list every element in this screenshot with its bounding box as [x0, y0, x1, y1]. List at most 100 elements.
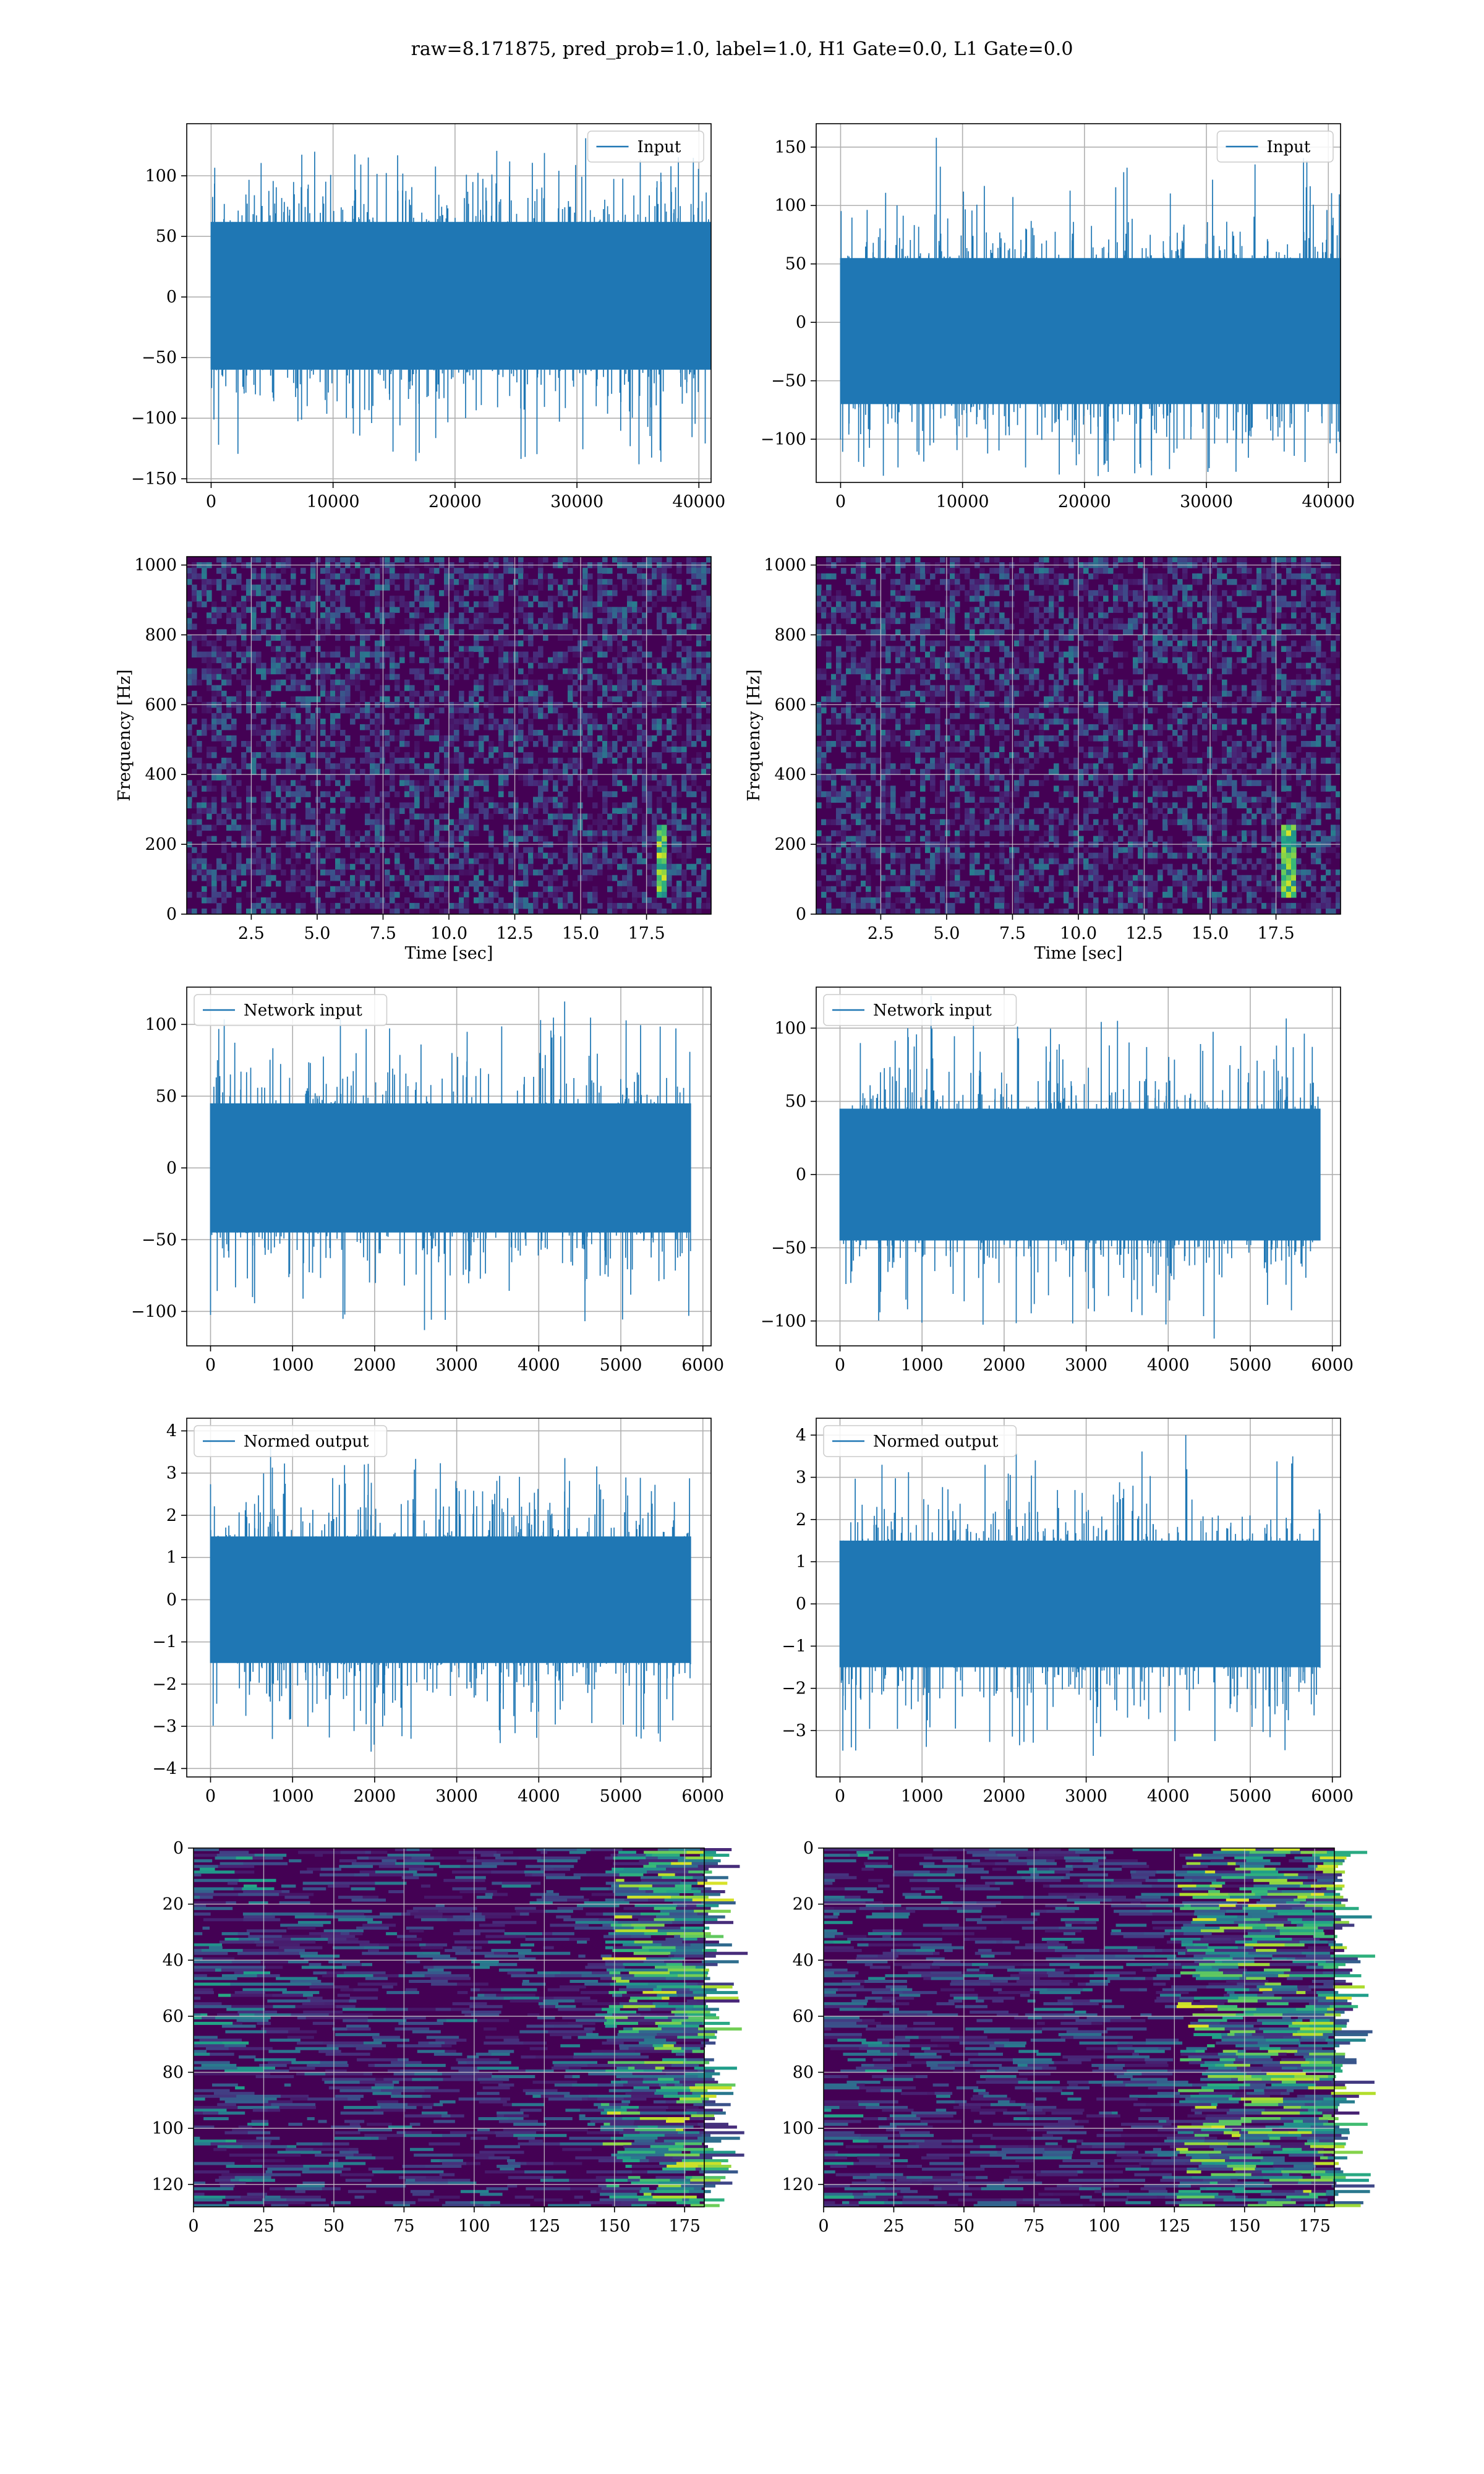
spectrogram-cell: [414, 668, 420, 675]
spectrogram-cell: [449, 836, 454, 842]
spectrogram-cell: [935, 690, 940, 697]
spectrogram-cell: [404, 836, 410, 842]
spectrogram-cell: [573, 763, 578, 769]
spectrogram-cell: [890, 875, 896, 881]
spectrogram-cell: [657, 690, 662, 697]
spectrogram-cell: [528, 668, 534, 675]
spectrogram-cell: [632, 897, 638, 904]
spectrogram-cell: [390, 662, 395, 669]
spectrogram-cell: [691, 774, 697, 781]
spectrogram-cell: [207, 836, 212, 842]
spectrogram-cell: [286, 674, 291, 680]
spectrogram-cell: [370, 780, 375, 786]
spectrogram-cell: [454, 780, 459, 786]
spectrogram-cell: [686, 696, 692, 703]
spectrogram-cell: [979, 607, 985, 613]
spectrogram-cell: [821, 612, 827, 618]
spectrogram-cell: [434, 735, 440, 742]
spectrogram-cell: [597, 813, 603, 820]
spectrogram-cell: [276, 657, 281, 664]
spectrogram-cell: [696, 696, 702, 703]
spectrogram-cell: [301, 724, 306, 730]
spectrogram-cell: [582, 858, 588, 865]
spectrogram-cell: [686, 847, 692, 854]
spectrogram-cell: [256, 886, 262, 892]
spectrogram-cell: [380, 607, 385, 613]
spectrogram-cell: [444, 696, 450, 703]
spectrogram-cell: [696, 897, 702, 904]
spectrogram-cell: [488, 836, 494, 842]
spectrogram-cell: [974, 713, 980, 719]
spectrogram-cell: [989, 824, 995, 831]
spectrogram-cell: [271, 780, 276, 786]
spectrogram-cell: [622, 629, 628, 635]
spectrogram-cell: [846, 836, 851, 842]
spectrogram-cell: [211, 696, 217, 703]
spectrogram-cell: [271, 735, 276, 742]
spectrogram-cell: [449, 830, 454, 837]
spectrogram-cell: [498, 858, 504, 865]
spectrogram-cell: [657, 836, 662, 842]
spectrogram-cell: [325, 707, 331, 714]
spectrogram-cell: [444, 573, 450, 580]
spectrogram-cell: [449, 579, 454, 585]
spectrogram-cell: [192, 813, 197, 820]
spectrogram-cell: [940, 690, 945, 697]
spectrogram-cell: [493, 640, 499, 647]
spectrogram-cell: [394, 909, 400, 915]
spectrogram-cell: [841, 607, 846, 613]
spectrogram-cell: [701, 880, 707, 887]
spectrogram-cell: [518, 668, 524, 675]
spectrogram-cell: [385, 601, 390, 607]
spectrogram-cell: [955, 852, 960, 859]
spectrogram-cell: [207, 875, 212, 881]
spectrogram-cell: [686, 568, 692, 574]
spectrogram-cell: [900, 880, 906, 887]
spectrogram-cell: [999, 685, 1005, 691]
spectrogram-cell: [706, 836, 712, 842]
spectrogram-cell: [672, 785, 677, 792]
spectrogram-cell: [518, 690, 524, 697]
spectrogram-cell: [291, 685, 296, 691]
spectrogram-cell: [261, 601, 267, 607]
spectrogram-cell: [647, 573, 652, 580]
spectrogram-cell: [841, 747, 846, 753]
spectrogram-cell: [474, 579, 479, 585]
spectrogram-cell: [821, 668, 827, 675]
spectrogram-cell: [207, 579, 212, 585]
spectrogram-cell: [523, 713, 529, 719]
spectrogram-cell: [960, 886, 965, 892]
spectrogram-cell: [994, 685, 1000, 691]
spectrogram-cell: [211, 718, 217, 725]
spectrogram-cell: [706, 596, 712, 602]
spectrogram-cell: [686, 897, 692, 904]
spectrogram-cell: [469, 696, 474, 703]
spectrogram-cell: [617, 847, 623, 854]
spectrogram-cell: [226, 747, 232, 753]
spectrogram-cell: [900, 763, 906, 769]
spectrogram-cell: [380, 612, 385, 618]
spectrogram-cell: [965, 808, 970, 814]
spectrogram-cell: [424, 909, 430, 915]
spectrogram-cell: [607, 568, 613, 574]
spectrogram-cell: [994, 902, 1000, 909]
spectrogram-cell: [330, 573, 336, 580]
spectrogram-cell: [994, 640, 1000, 647]
spectrogram-cell: [226, 618, 232, 624]
spectrogram-cell: [523, 902, 529, 909]
spectrogram-cell: [885, 651, 891, 658]
spectrogram-cell: [503, 640, 509, 647]
spectrogram-cell: [226, 657, 232, 664]
spectrogram-cell: [256, 863, 262, 870]
spectrogram-cell: [955, 696, 960, 703]
spectrogram-cell: [202, 651, 207, 658]
spectrogram-cell: [221, 880, 227, 887]
spectrogram-cell: [836, 718, 842, 725]
spectrogram-cell: [816, 758, 822, 764]
spectrogram-cell: [960, 657, 965, 664]
spectrogram-cell: [930, 891, 936, 898]
spectrogram-cell: [266, 875, 271, 881]
spectrogram-cell: [871, 758, 876, 764]
spectrogram-cell: [380, 584, 385, 591]
spectrogram-cell: [325, 880, 331, 887]
